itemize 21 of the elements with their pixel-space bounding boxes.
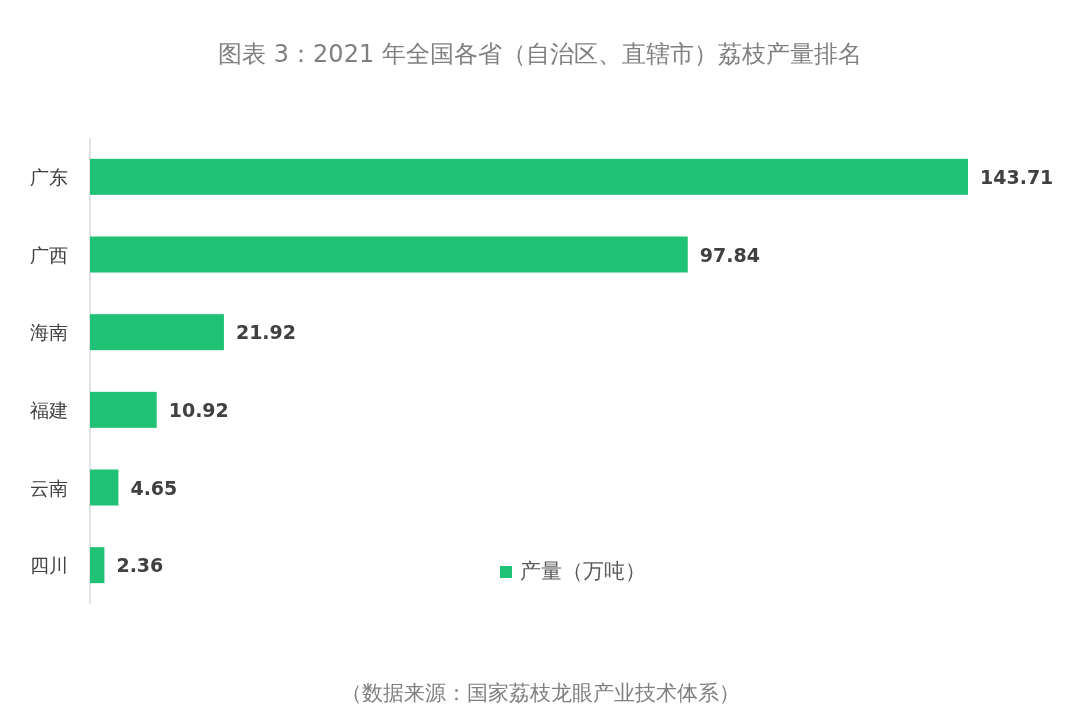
y-tick-label: 云南 bbox=[30, 476, 68, 499]
bar bbox=[90, 391, 157, 428]
bar bbox=[90, 547, 105, 584]
bar bbox=[90, 236, 688, 273]
data-label: 10.92 bbox=[168, 398, 229, 421]
legend-label: 产量（万吨） bbox=[520, 559, 646, 583]
y-tick-label: 广东 bbox=[30, 165, 68, 188]
data-label: 4.65 bbox=[130, 476, 178, 499]
data-label: 21.92 bbox=[235, 321, 297, 344]
chart-title: 图表 3：2021 年全国各省（自治区、直辖市）荔枝产量排名 bbox=[218, 40, 862, 68]
bar bbox=[90, 158, 968, 195]
y-tick-label: 海南 bbox=[30, 321, 68, 344]
bar bbox=[90, 314, 224, 351]
y-tick-label: 四川 bbox=[30, 554, 68, 577]
y-tick-label: 福建 bbox=[30, 398, 68, 421]
text: （数据来源：国家荔枝龙眼产业技术体系） bbox=[340, 681, 740, 705]
data-label: 143.71 bbox=[980, 165, 1054, 188]
data-label: 2.36 bbox=[116, 554, 164, 577]
bar bbox=[90, 469, 119, 506]
data-label: 97.84 bbox=[699, 243, 760, 266]
y-tick-label: 广西 bbox=[30, 243, 68, 266]
